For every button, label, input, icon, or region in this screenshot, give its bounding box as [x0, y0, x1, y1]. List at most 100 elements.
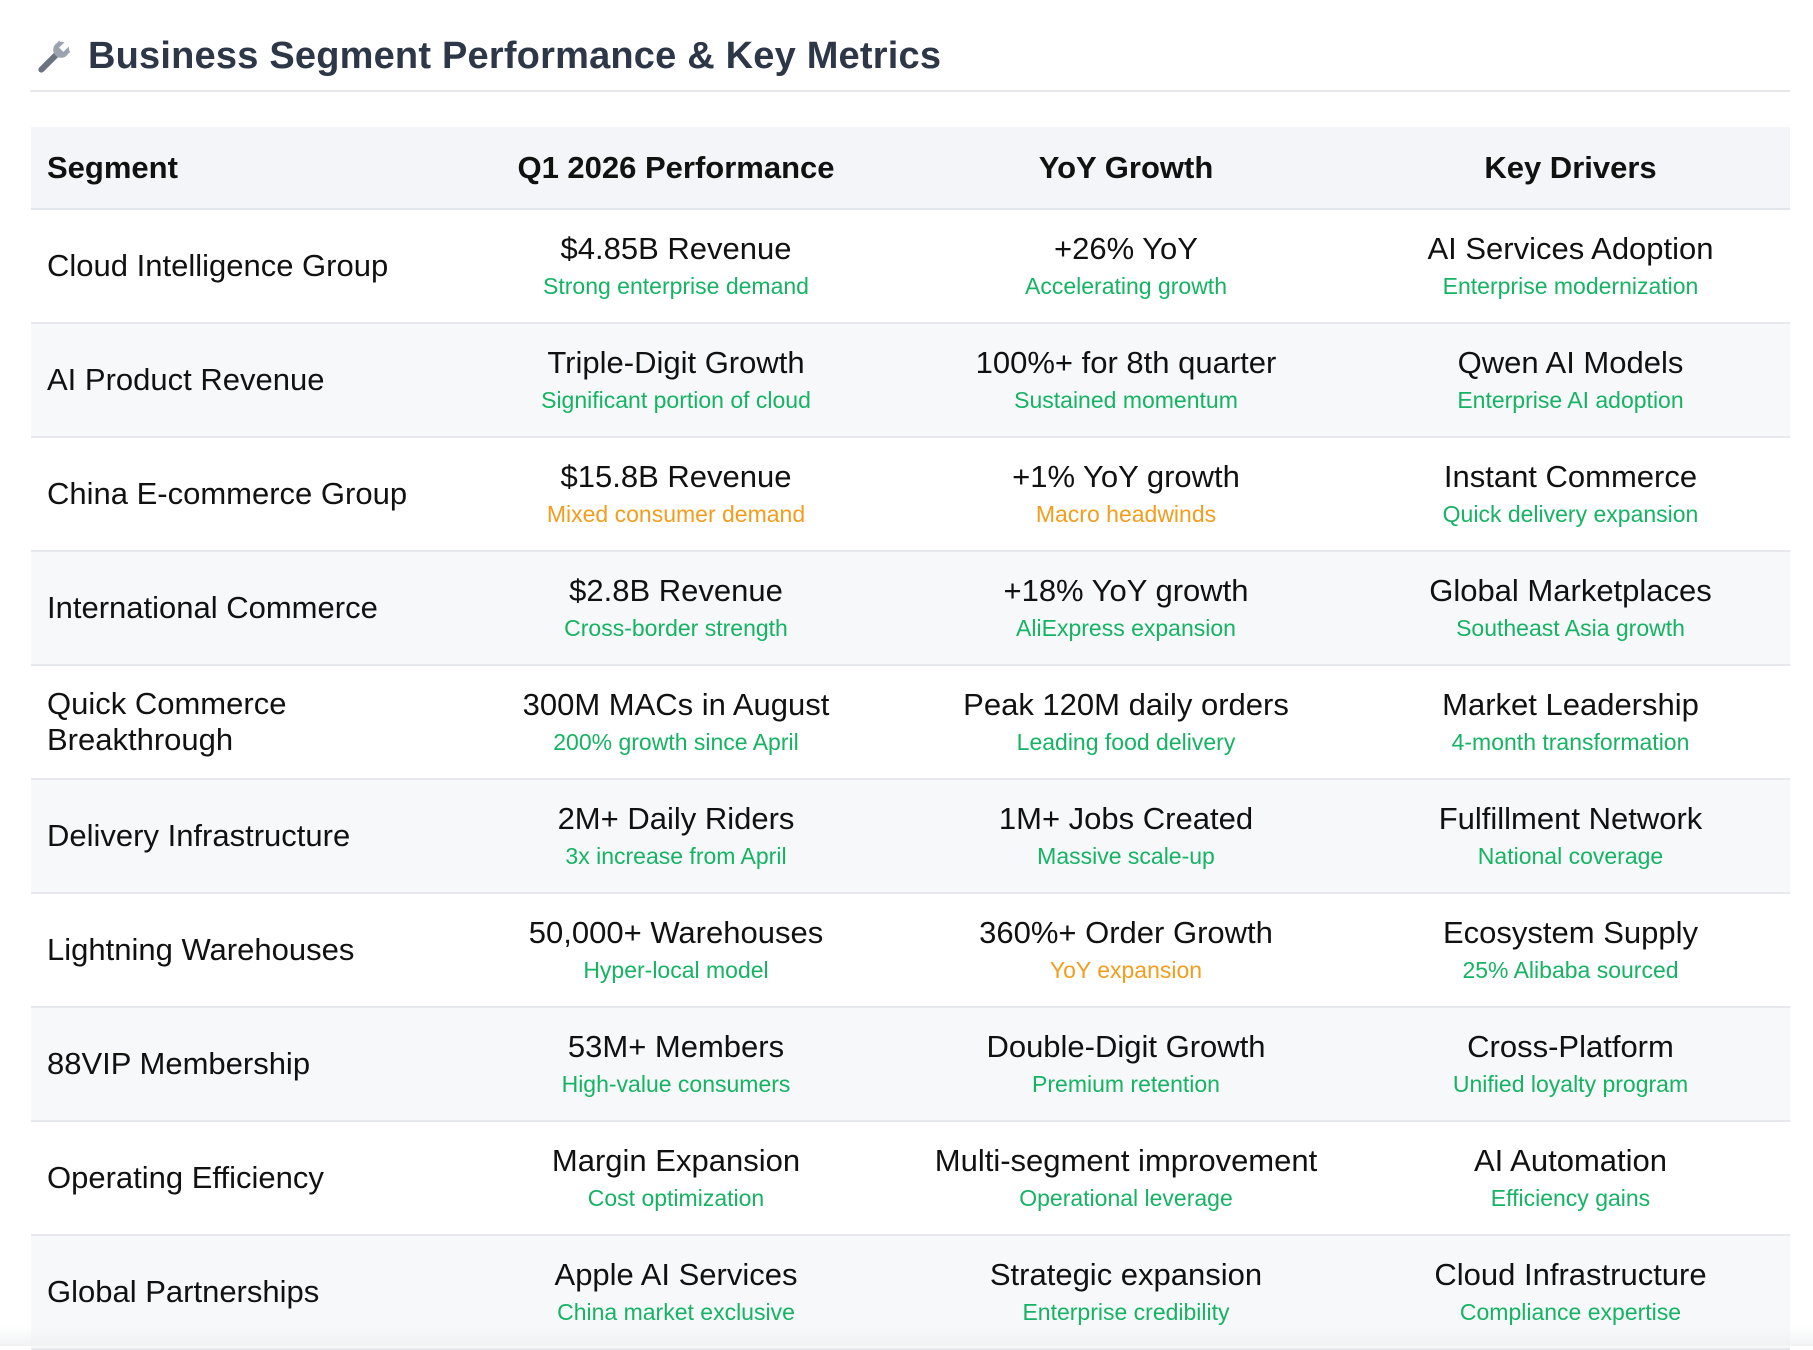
growth-note: Operational leverage — [1019, 1185, 1233, 1211]
column-header-growth: YoY Growth — [901, 127, 1351, 210]
drivers-note: Unified loyalty program — [1452, 1071, 1689, 1097]
growth-value: 1M+ Jobs Created — [998, 801, 1254, 836]
performance-cell: $4.85B Revenue Strong enterprise demand — [451, 209, 901, 324]
growth-note: Accelerating growth — [1025, 273, 1227, 299]
drivers-cell: AI Automation Efficiency gains — [1351, 1121, 1790, 1236]
table-header: Segment Q1 2026 Performance YoY Growth K… — [31, 127, 1790, 210]
performance-value: $15.8B Revenue — [560, 459, 792, 494]
growth-note: Macro headwinds — [1035, 501, 1217, 527]
drivers-note: Efficiency gains — [1490, 1185, 1651, 1211]
performance-note: China market exclusive — [557, 1299, 795, 1325]
drivers-cell: AI Services Adoption Enterprise moderniza… — [1351, 209, 1790, 324]
growth-note: Leading food delivery — [1016, 729, 1236, 755]
performance-value: Apple AI Services — [554, 1257, 798, 1292]
drivers-value: Cross-Platform — [1467, 1029, 1674, 1064]
bottom-fade — [0, 1326, 1813, 1346]
table-row: International Commerce $2.8B Revenue Cross… — [31, 551, 1790, 666]
performance-note: Cross-border strength — [564, 615, 788, 641]
growth-note: Sustained momentum — [1014, 387, 1238, 413]
drivers-cell: Global Marketplaces Southeast Asia growth — [1351, 551, 1790, 666]
performance-cell: 2M+ Daily Riders 3x increase from April — [451, 779, 901, 894]
drivers-note: National coverage — [1477, 843, 1664, 869]
table-body: Cloud Intelligence Group $4.85B Revenue St… — [31, 209, 1790, 1350]
performance-cell: Margin Expansion Cost optimization — [451, 1121, 901, 1236]
growth-cell: 360%+ Order Growth YoY expansion — [901, 893, 1351, 1008]
table-row: AI Product Revenue Triple-Digit Growth Sig… — [31, 323, 1790, 438]
segment-name: Lightning Warehouses — [31, 893, 451, 1008]
growth-note: AliExpress expansion — [1016, 615, 1236, 641]
drivers-value: Qwen AI Models — [1457, 345, 1684, 380]
growth-cell: +1% YoY growth Macro headwinds — [901, 437, 1351, 552]
performance-cell: 300M MACs in August 200% growth since Apr… — [451, 665, 901, 780]
performance-note: 3x increase from April — [565, 843, 787, 869]
table-row: Cloud Intelligence Group $4.85B Revenue St… — [31, 209, 1790, 324]
growth-value: 100%+ for 8th quarter — [975, 345, 1277, 380]
growth-cell: Double-Digit Growth Premium retention — [901, 1007, 1351, 1122]
performance-value: 53M+ Members — [567, 1029, 785, 1064]
drivers-note: Compliance expertise — [1459, 1299, 1682, 1325]
segment-name: Delivery Infrastructure — [31, 779, 451, 894]
drivers-value: AI Automation — [1473, 1143, 1667, 1178]
drivers-note: Enterprise AI adoption — [1457, 387, 1684, 413]
growth-value: +1% YoY growth — [1012, 459, 1240, 494]
drivers-note: 25% Alibaba sourced — [1462, 957, 1679, 983]
growth-note: Enterprise credibility — [1022, 1299, 1230, 1325]
drivers-note: Enterprise modernization — [1442, 273, 1699, 299]
drivers-cell: Market Leadership 4-month transformation — [1351, 665, 1790, 780]
page-title: Business Segment Performance & Key Metri… — [88, 34, 942, 77]
performance-cell: 50,000+ Warehouses Hyper-local model — [451, 893, 901, 1008]
growth-cell: 1M+ Jobs Created Massive scale-up — [901, 779, 1351, 894]
drivers-note: Quick delivery expansion — [1442, 501, 1699, 527]
growth-value: +26% YoY — [1054, 231, 1198, 266]
drivers-value: Ecosystem Supply — [1443, 915, 1698, 950]
growth-value: 360%+ Order Growth — [979, 915, 1273, 950]
drivers-cell: Cross-Platform Unified loyalty program — [1351, 1007, 1790, 1122]
drivers-note: 4-month transformation — [1451, 729, 1690, 755]
growth-cell: Peak 120M daily orders Leading food deliv… — [901, 665, 1351, 780]
performance-value: Triple-Digit Growth — [547, 345, 805, 380]
performance-note: Significant portion of cloud — [541, 387, 811, 413]
performance-note: High-value consumers — [561, 1071, 791, 1097]
drivers-value: Cloud Infrastructure — [1434, 1257, 1707, 1292]
segment-name: International Commerce — [31, 551, 451, 666]
performance-note: Strong enterprise demand — [543, 273, 809, 299]
segment-metrics-table: Segment Q1 2026 Performance YoY Growth K… — [31, 127, 1790, 1350]
drivers-cell: Fulfillment Network National coverage — [1351, 779, 1790, 894]
drivers-cell: Ecosystem Supply 25% Alibaba sourced — [1351, 893, 1790, 1008]
wrench-icon — [38, 40, 71, 73]
performance-value: $4.85B Revenue — [560, 231, 792, 266]
growth-value: +18% YoY growth — [1003, 573, 1249, 608]
performance-value: 50,000+ Warehouses — [528, 915, 824, 950]
performance-cell: 53M+ Members High-value consumers — [451, 1007, 901, 1122]
performance-value: 2M+ Daily Riders — [557, 801, 795, 836]
performance-value: Margin Expansion — [551, 1143, 801, 1178]
table-row: Lightning Warehouses 50,000+ Warehouses Hy… — [31, 893, 1790, 1008]
table-row: China E-commerce Group $15.8B Revenue Mixe… — [31, 437, 1790, 552]
growth-note: Premium retention — [1032, 1071, 1220, 1097]
growth-value: Strategic expansion — [989, 1257, 1263, 1292]
table-row: Delivery Infrastructure 2M+ Daily Riders 3… — [31, 779, 1790, 894]
performance-value: $2.8B Revenue — [569, 573, 783, 608]
drivers-value: Global Marketplaces — [1429, 573, 1712, 608]
performance-cell: $15.8B Revenue Mixed consumer demand — [451, 437, 901, 552]
drivers-note: Southeast Asia growth — [1456, 615, 1685, 641]
drivers-value: Instant Commerce — [1443, 459, 1698, 494]
performance-note: Hyper-local model — [583, 957, 769, 983]
table-row: Quick Commerce Breakthrough 300M MACs in … — [31, 665, 1790, 780]
growth-cell: 100%+ for 8th quarter Sustained momentum — [901, 323, 1351, 438]
header-row: Segment Q1 2026 Performance YoY Growth K… — [31, 127, 1790, 210]
performance-cell: $2.8B Revenue Cross-border strength — [451, 551, 901, 666]
performance-cell: Triple-Digit Growth Significant portion o… — [451, 323, 901, 438]
performance-value: 300M MACs in August — [522, 687, 830, 722]
segment-name: 88VIP Membership — [31, 1007, 451, 1122]
drivers-value: Fulfillment Network — [1438, 801, 1703, 836]
column-header-drivers: Key Drivers — [1351, 127, 1790, 210]
drivers-value: AI Services Adoption — [1427, 231, 1714, 266]
growth-value: Peak 120M daily orders — [963, 687, 1289, 722]
growth-value: Multi-segment improvement — [934, 1143, 1318, 1178]
growth-note: Massive scale-up — [1037, 843, 1215, 869]
segment-name: Cloud Intelligence Group — [31, 209, 451, 324]
growth-note: YoY expansion — [1049, 957, 1203, 983]
performance-note: Cost optimization — [587, 1185, 765, 1211]
table-row: 88VIP Membership 53M+ Members High-value c… — [31, 1007, 1790, 1122]
